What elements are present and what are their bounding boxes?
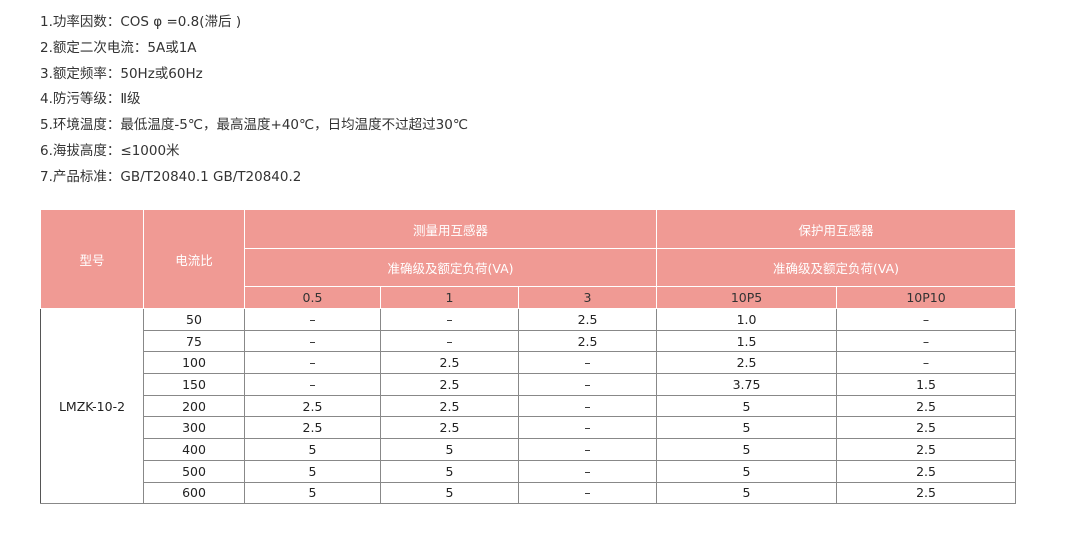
value-cell: 5 <box>656 416 838 440</box>
spec-item: 7.产品标准：GB/T20840.1 GB/T20840.2 <box>40 168 302 185</box>
table-row: 300 2.5 2.5–5 2.5 <box>41 416 1017 440</box>
value-cell: – <box>244 329 381 353</box>
value-cell: 2.5 <box>380 416 519 440</box>
spec-item: 5.环境温度：最低温度-5℃，最高温度+40℃，日均温度不过超过30℃ <box>40 117 468 134</box>
subheader-protect: 准确级及额定负荷(VA) <box>656 248 1017 287</box>
table-row: 200 2.5 2.5–5 2.5 <box>41 394 1017 418</box>
value-cell: 5 <box>244 438 381 461</box>
header-ratio: 电流比 <box>143 209 245 309</box>
table-row: 600 5 5–5 2.5 <box>41 481 1017 505</box>
spec-list: 1.功率因数：COS φ =0.8(滞后 ) 2.额定二次电流：5A或1A 3.… <box>40 10 468 191</box>
value-cell: 5 <box>244 459 381 483</box>
value-cell: 2.5 <box>380 373 519 396</box>
spec-item: 4.防污等级：Ⅱ级 <box>40 91 141 108</box>
table-row: 500 5 5–5 2.5 <box>41 459 1017 483</box>
table-row: 100–2.5–2.5– <box>41 351 1017 375</box>
class-header: 1 <box>380 286 519 309</box>
value-cell: 2.5 <box>836 459 1017 483</box>
value-cell: 1.0 <box>656 308 838 331</box>
value-cell: 1.5 <box>656 329 838 353</box>
value-cell: – <box>244 308 381 331</box>
spec-item: 3.额定频率：50Hz或60Hz <box>40 65 203 82</box>
value-cell: 2.5 <box>244 416 381 440</box>
table-row: 150–2.5–3.75 1.5 <box>41 373 1017 396</box>
class-header: 0.5 <box>244 286 381 309</box>
table-row: 400 5 5–5 2.5 <box>41 438 1017 461</box>
value-cell: – <box>836 351 1017 375</box>
value-cell: – <box>380 308 519 331</box>
value-cell: 1.5 <box>836 373 1017 396</box>
table-row: LMZK-10-2 50– –2.5 1.0– <box>40 307 1017 505</box>
ratio-cell: 100 <box>143 351 245 375</box>
ratio-cell: 300 <box>143 416 245 440</box>
ratio-cell: 50 <box>143 308 245 331</box>
value-cell: – <box>517 373 658 396</box>
header-model: 型号 <box>40 209 144 309</box>
spec-table: 型号 电流比 测量用互感器 保护用互感器 准确级及额定负荷(VA) 准确级及额定… <box>40 209 1017 505</box>
value-cell: – <box>517 459 658 483</box>
ratio-cell: 150 <box>143 373 245 396</box>
value-cell: 5 <box>380 459 519 483</box>
ratio-cell: 400 <box>143 438 245 461</box>
header-measure: 测量用互感器 <box>243 209 658 249</box>
value-cell: – <box>517 394 658 418</box>
value-cell: 2.5 <box>517 308 658 331</box>
value-cell: 5 <box>380 481 519 505</box>
value-cell: 5 <box>244 481 381 505</box>
value-cell: – <box>517 438 658 461</box>
value-cell: 2.5 <box>380 394 519 418</box>
value-cell: 2.5 <box>836 416 1017 440</box>
value-cell: – <box>244 351 381 375</box>
ratio-cell: 75 <box>143 329 245 353</box>
value-cell: – <box>244 373 381 396</box>
value-cell: 3.75 <box>656 373 838 396</box>
value-cell: 2.5 <box>517 329 658 353</box>
spec-item: 1.功率因数：COS φ =0.8(滞后 ) <box>40 14 242 30</box>
spec-item: 2.额定二次电流：5A或1A <box>40 39 197 56</box>
class-header: 10P10 <box>836 286 1017 309</box>
class-header: 3 <box>517 286 658 309</box>
value-cell: – <box>517 481 658 505</box>
value-cell: 2.5 <box>836 394 1017 418</box>
subheader-measure: 准确级及额定负荷(VA) <box>243 248 658 287</box>
value-cell: – <box>836 329 1017 353</box>
value-cell: 5 <box>656 459 838 483</box>
model-cell: LMZK-10-2 <box>40 307 144 505</box>
value-cell: 2.5 <box>656 351 838 375</box>
value-cell: 2.5 <box>836 438 1017 461</box>
spec-item: 6.海拔高度：≤1000米 <box>40 142 180 159</box>
value-cell: 5 <box>656 394 838 418</box>
value-cell: – <box>517 416 658 440</box>
value-cell: 5 <box>380 438 519 461</box>
value-cell: 5 <box>656 481 838 505</box>
value-cell: 2.5 <box>380 351 519 375</box>
value-cell: 5 <box>656 438 838 461</box>
value-cell: – <box>517 351 658 375</box>
ratio-cell: 600 <box>143 481 245 505</box>
value-cell: – <box>836 308 1017 331</box>
ratio-cell: 500 <box>143 459 245 483</box>
class-header: 10P5 <box>656 286 838 309</box>
header-protect: 保护用互感器 <box>656 209 1017 249</box>
value-cell: 2.5 <box>244 394 381 418</box>
ratio-cell: 200 <box>143 394 245 418</box>
value-cell: – <box>380 329 519 353</box>
table-row: 75– –2.5 1.5– <box>41 329 1017 353</box>
value-cell: 2.5 <box>836 481 1017 505</box>
